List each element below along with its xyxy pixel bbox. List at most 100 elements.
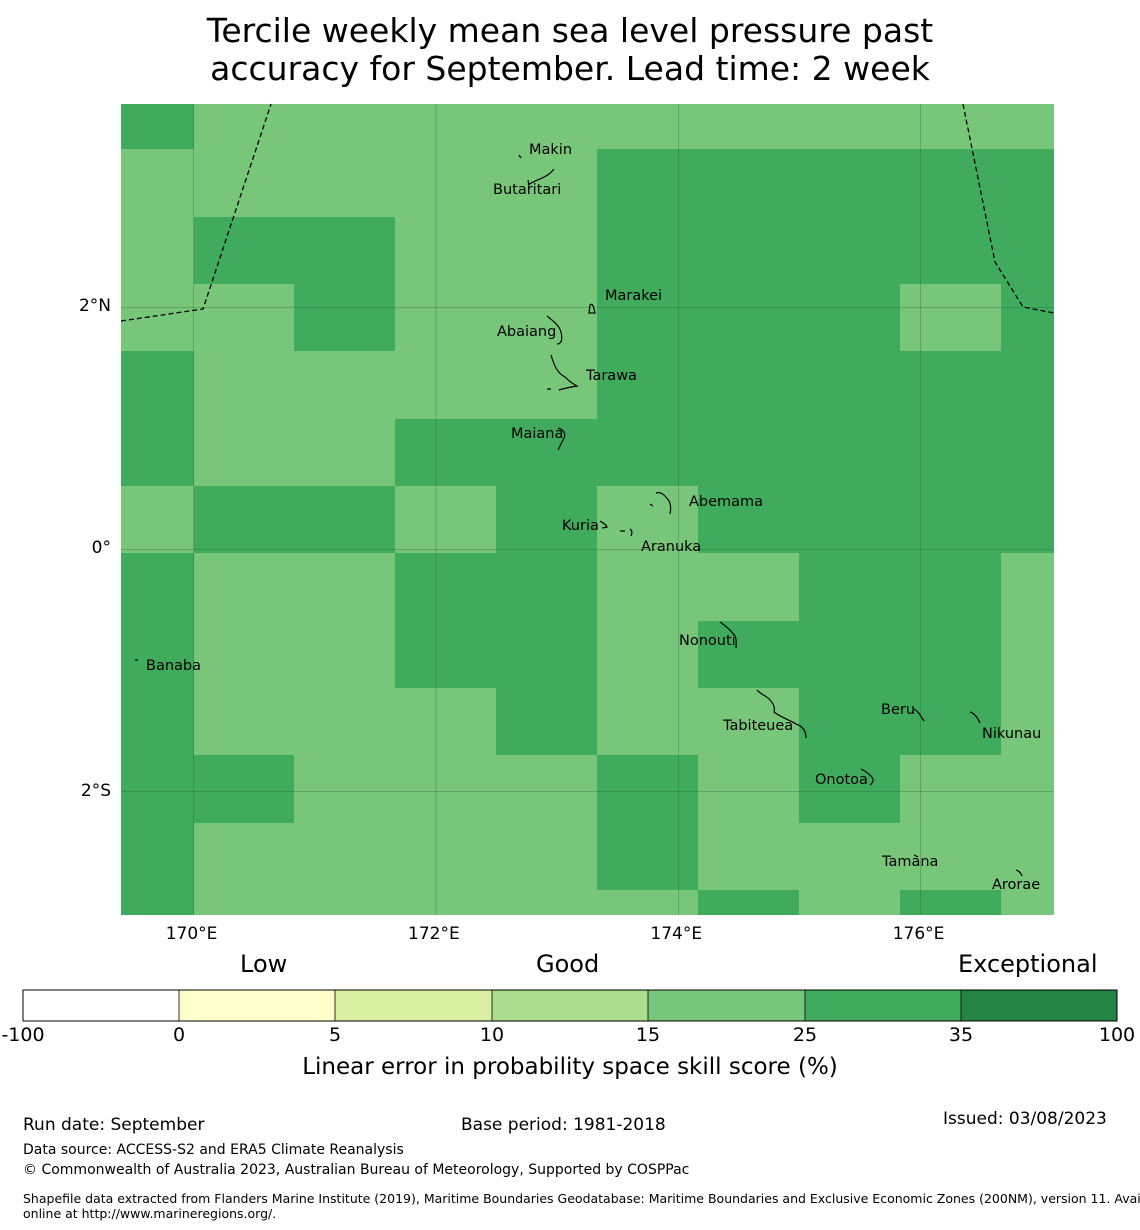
tarawa-coast [547,354,579,391]
skill-grid-cell [799,621,900,688]
skill-grid-cell [597,553,698,621]
skill-grid-cell [121,823,194,890]
arorae-coast [1015,869,1023,877]
skill-grid-cell [799,104,900,149]
skill-grid-cell [496,823,597,890]
issued-date: Issued: 03/08/2023 [943,1109,1107,1129]
skill-grid-cell [496,104,597,149]
onotoa-coast [860,768,874,786]
skill-grid-cell [395,284,496,351]
skill-grid-cell [294,486,395,553]
skill-grid-cell [799,284,900,351]
skill-grid-cell [395,890,496,915]
skill-grid-cell [900,621,1001,688]
base-period: Base period: 1981-2018 [461,1115,666,1135]
colorbar-tick-label: 25 [792,1024,818,1046]
colorbar-tick-label: -100 [1,1024,45,1046]
makin-coast [518,154,522,159]
skill-grid-cell [121,553,194,621]
skill-grid-cell [294,823,395,890]
skill-grid-cell [1001,890,1054,915]
x-tick-label: 174°E [650,924,703,944]
island-label-onotoa: Onotoa [815,772,868,788]
skill-grid-cell [698,890,799,915]
skill-grid-cell [698,553,799,621]
skill-grid-cell [1001,351,1054,419]
skill-grid-cell [121,149,194,217]
skill-grid-cell [698,104,799,149]
nikunau-coast [969,711,981,724]
skill-grid-cell [698,419,799,486]
x-tick-label: 176°E [892,924,945,944]
island-label-nikunau: Nikunau [982,726,1041,742]
island-label-tarawa: Tarawa [585,368,637,384]
skill-grid-cell [597,890,698,915]
skill-grid-cell [194,149,294,217]
skill-grid-cell [294,688,395,755]
skill-grid-cell [698,486,799,553]
skill-grid-cell [121,104,194,149]
colorbar-tick-label: 5 [328,1024,342,1046]
marakei-coast [588,303,596,314]
skill-grid-cell [294,104,395,149]
y-tick-label: 0° [91,538,111,559]
skill-grid-cell [395,419,496,486]
skill-grid-cell [900,553,1001,621]
y-tick-label: 2°S [80,780,111,801]
skill-grid-cell [900,486,1001,553]
skill-grid-cell [121,351,194,419]
skill-grid-cell [294,351,395,419]
tamana-coast [913,854,919,858]
colorbar-segment-0-5 [179,990,335,1021]
skill-map: Makin Butaritari Marakei Abaiang Tarawa Maian… [120,103,1055,915]
island-label-tabiteuea: Tabiteuea [722,718,793,734]
skill-grid-cell [597,688,698,755]
skill-grid-cell [121,755,194,823]
skill-grid-cell [698,284,799,351]
island-label-butaritari: Butaritari [493,182,561,198]
skill-grid-cell [121,217,194,284]
skill-grid-cell [799,755,900,823]
skill-grid-cell [395,104,496,149]
skill-grid-cell [121,621,194,688]
colorbar-tick-label: 15 [635,1024,661,1046]
map-title: Tercile weekly mean sea level pressure p… [0,12,1140,88]
x-tick-label: 170°E [165,924,218,944]
skill-grid-cell [496,755,597,823]
title-line-2: accuracy for September. Lead time: 2 wee… [210,49,930,88]
island-label-aranuka: Aranuka [641,539,701,555]
island-label-marakei: Marakei [605,288,662,304]
skill-grid-cell [900,351,1001,419]
skill-grid-cell [1001,149,1054,217]
skill-grid-cell [194,553,294,621]
skill-grid-cell [1001,755,1054,823]
skill-grid-cell [698,688,799,755]
skill-grid-cell [194,890,294,915]
shapefile-credit-line-2: online at http://www.marineregions.org/. [23,1206,277,1221]
skill-grid-cell [799,688,900,755]
skill-grid-cell [900,284,1001,351]
skill-grid-cell [698,755,799,823]
colorbar-segment-15-25 [648,990,805,1021]
beru-coast [913,708,925,722]
skill-grid-cell [698,149,799,217]
skill-grid-cell [799,553,900,621]
island-labels: Makin Butaritari Marakei Abaiang Tarawa Maian… [146,142,1041,893]
eez-boundary-east [962,103,1055,314]
skill-grid-cell [395,755,496,823]
skill-grid-cell [121,284,194,351]
skill-grid-cell [1001,486,1054,553]
skill-grid-cell [496,284,597,351]
eez-boundary-west [120,103,272,322]
skill-grid-cell [900,217,1001,284]
y-tick-label: 2°N [78,296,111,317]
skill-grid-cell [597,755,698,823]
skill-grid-cell [395,621,496,688]
skill-grid-cell [194,486,294,553]
skill-grid-cell [900,419,1001,486]
x-tick-label: 172°E [408,924,460,944]
skill-grid-cell [799,217,900,284]
skill-grid-cell [395,351,496,419]
skill-grid-cell [294,284,395,351]
skill-grid-cell [698,823,799,890]
